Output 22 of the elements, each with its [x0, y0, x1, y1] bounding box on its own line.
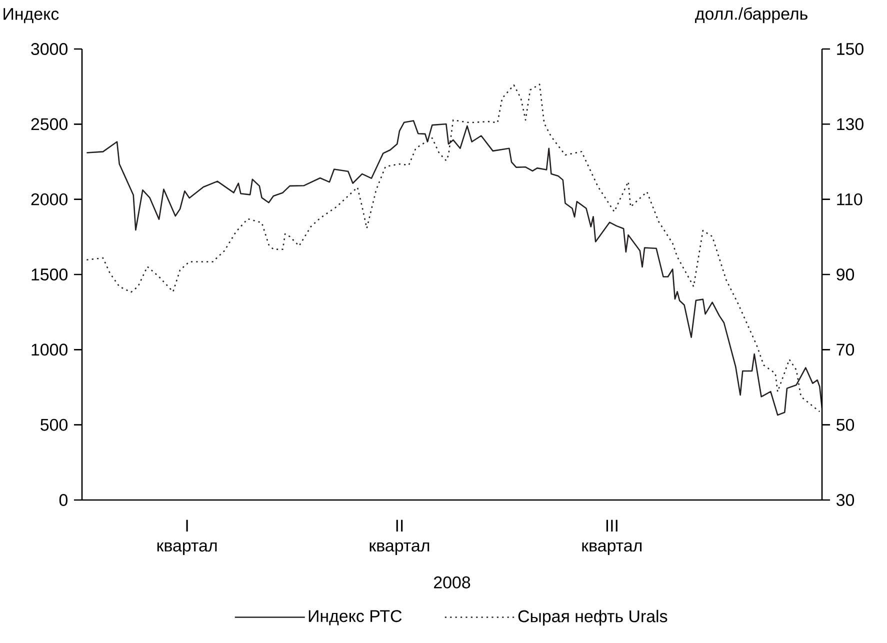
y-tick-label: 0	[59, 494, 68, 506]
x-axis-title: 2008	[434, 576, 470, 588]
y2-tick-label: 150	[837, 42, 864, 55]
x-tick-label: I квартал	[157, 520, 217, 555]
x-tick-label: II квартал	[370, 520, 430, 555]
y-tick-label: 500	[40, 418, 68, 431]
y2-axis-title: долл./баррель	[695, 7, 808, 24]
y2-tick-label: 130	[837, 118, 864, 130]
y2-tick-label: 70	[836, 344, 854, 356]
y-tick-label: 1500	[32, 268, 68, 280]
y-tick-label: 2500	[31, 118, 68, 130]
legend-label: Индекс РТС	[308, 610, 402, 626]
y2-tick-label: 90	[836, 268, 854, 280]
y-tick-label: 2000	[31, 193, 68, 206]
legend-label: Сырая нефть Urals	[518, 610, 668, 626]
x-tick-label: III квартал	[582, 520, 642, 555]
y-axis-title: Индекс	[4, 8, 59, 24]
y2-tick-label: 50	[836, 418, 854, 431]
y-tick-label: 3000	[31, 43, 68, 55]
y2-tick-label: 30	[836, 494, 854, 506]
y-tick-label: 1000	[32, 344, 68, 356]
y2-tick-label: 110	[837, 193, 862, 206]
